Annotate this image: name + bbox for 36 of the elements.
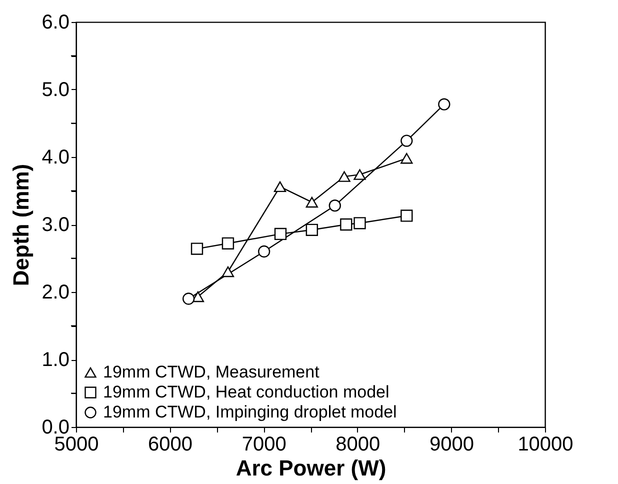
x-tick-label: 9000	[429, 434, 474, 456]
point	[258, 245, 270, 258]
point	[328, 200, 341, 212]
x-tick-label: 8000	[336, 434, 380, 456]
x-tick-label: 5000	[54, 434, 99, 456]
y-tick-label: 4.0	[42, 146, 70, 168]
y-axis-title: Depth (mm)	[8, 164, 34, 286]
legend-label: 19mm CTWD, Impinging droplet model	[103, 402, 397, 422]
x-tick-label: 10000	[518, 434, 574, 456]
point	[338, 171, 350, 182]
point	[354, 169, 366, 180]
y-tick-label: 3.0	[42, 214, 70, 236]
point	[222, 237, 234, 250]
point	[354, 217, 366, 230]
y-tick-label: 2.0	[42, 282, 70, 304]
point	[274, 228, 287, 240]
y-tick-label: 5.0	[42, 79, 70, 101]
point	[190, 242, 204, 255]
point	[274, 181, 286, 192]
point	[182, 292, 195, 305]
point	[400, 210, 413, 222]
point	[438, 98, 450, 110]
point	[400, 134, 413, 147]
point	[306, 224, 318, 236]
x-axis-title: Arc Power (W)	[236, 456, 386, 480]
x-tick-label: 7000	[242, 434, 286, 456]
legend-label: 19mm CTWD, Measurement	[103, 362, 320, 382]
point	[306, 196, 318, 208]
legend-label: 19mm CTWD, Heat conduction model	[103, 382, 390, 402]
point	[400, 153, 413, 164]
point	[222, 266, 234, 278]
point	[192, 291, 204, 302]
x-tick-label: 6000	[148, 434, 193, 456]
y-tick-label: 1.0	[42, 349, 70, 371]
y-tick-label: 6.0	[42, 12, 70, 34]
point	[340, 218, 352, 231]
